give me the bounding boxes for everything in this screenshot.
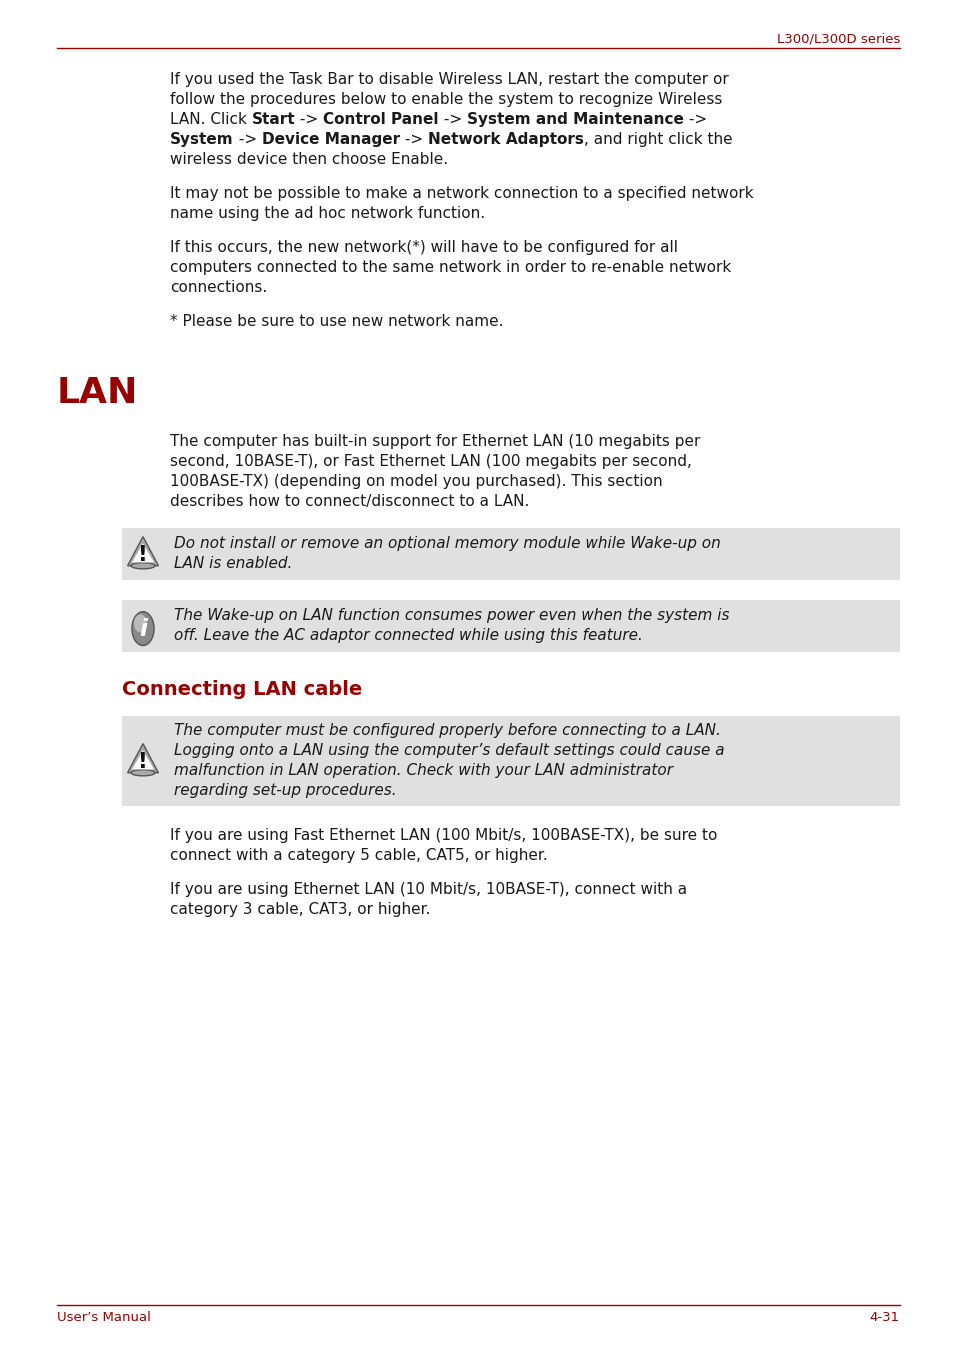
Text: name using the ad hoc network function.: name using the ad hoc network function. [170, 206, 485, 220]
Ellipse shape [131, 562, 154, 569]
Polygon shape [132, 544, 154, 562]
Text: ->: -> [233, 132, 261, 147]
Text: It may not be possible to make a network connection to a specified network: It may not be possible to make a network… [170, 187, 753, 201]
Text: 4-31: 4-31 [869, 1311, 899, 1324]
Text: ->: -> [399, 132, 427, 147]
Text: If you are using Fast Ethernet LAN (100 Mbit/s, 100BASE-TX), be sure to: If you are using Fast Ethernet LAN (100 … [170, 827, 717, 844]
Text: ->: -> [438, 112, 466, 127]
Text: Do not install or remove an optional memory module while Wake-up on: Do not install or remove an optional mem… [173, 535, 720, 552]
Text: malfunction in LAN operation. Check with your LAN administrator: malfunction in LAN operation. Check with… [173, 763, 672, 777]
Text: second, 10BASE-T), or Fast Ethernet LAN (100 megabits per second,: second, 10BASE-T), or Fast Ethernet LAN … [170, 454, 691, 469]
Ellipse shape [133, 614, 147, 633]
Text: i: i [139, 618, 147, 641]
Text: 100BASE-TX) (depending on model you purchased). This section: 100BASE-TX) (depending on model you purc… [170, 475, 662, 489]
Bar [122, 529, 899, 580]
Text: LAN: LAN [57, 376, 138, 410]
Bar [122, 600, 899, 652]
Text: L300/L300D series: L300/L300D series [776, 32, 899, 45]
Text: connect with a category 5 cable, CAT5, or higher.: connect with a category 5 cable, CAT5, o… [170, 848, 547, 863]
Text: If you are using Ethernet LAN (10 Mbit/s, 10BASE-T), connect with a: If you are using Ethernet LAN (10 Mbit/s… [170, 882, 686, 896]
Text: Connecting LAN cable: Connecting LAN cable [122, 680, 362, 699]
Text: Logging onto a LAN using the computer’s default settings could cause a: Logging onto a LAN using the computer’s … [173, 744, 724, 758]
Text: System and Maintenance: System and Maintenance [466, 112, 683, 127]
Text: * Please be sure to use new network name.: * Please be sure to use new network name… [170, 314, 503, 329]
Text: , and right click the: , and right click the [583, 132, 732, 147]
Text: LAN is enabled.: LAN is enabled. [173, 556, 292, 571]
Polygon shape [128, 537, 158, 565]
Text: ->: -> [295, 112, 323, 127]
Text: LAN. Click: LAN. Click [170, 112, 252, 127]
Text: The computer must be configured properly before connecting to a LAN.: The computer must be configured properly… [173, 723, 720, 738]
Text: Network Adaptors: Network Adaptors [427, 132, 583, 147]
Ellipse shape [131, 769, 154, 776]
Text: follow the procedures below to enable the system to recognize Wireless: follow the procedures below to enable th… [170, 92, 721, 107]
Text: connections.: connections. [170, 280, 267, 295]
Text: Control Panel: Control Panel [323, 112, 438, 127]
Text: !: ! [138, 545, 148, 565]
Text: The computer has built-in support for Ethernet LAN (10 megabits per: The computer has built-in support for Et… [170, 434, 700, 449]
Ellipse shape [132, 611, 153, 645]
Text: If this occurs, the new network(*) will have to be configured for all: If this occurs, the new network(*) will … [170, 241, 678, 256]
Text: User’s Manual: User’s Manual [57, 1311, 151, 1324]
Text: off. Leave the AC adaptor connected while using this feature.: off. Leave the AC adaptor connected whil… [173, 627, 642, 644]
Text: category 3 cable, CAT3, or higher.: category 3 cable, CAT3, or higher. [170, 902, 430, 917]
Text: ->: -> [683, 112, 706, 127]
Polygon shape [132, 750, 154, 769]
Text: If you used the Task Bar to disable Wireless LAN, restart the computer or: If you used the Task Bar to disable Wire… [170, 72, 728, 87]
Text: computers connected to the same network in order to re-enable network: computers connected to the same network … [170, 260, 731, 274]
Text: The Wake-up on LAN function consumes power even when the system is: The Wake-up on LAN function consumes pow… [173, 608, 729, 623]
Text: wireless device then choose Enable.: wireless device then choose Enable. [170, 151, 448, 168]
Text: regarding set-up procedures.: regarding set-up procedures. [173, 783, 396, 798]
Text: Device Manager: Device Manager [261, 132, 399, 147]
Text: !: ! [138, 753, 148, 772]
Bar [122, 717, 899, 806]
Text: describes how to connect/disconnect to a LAN.: describes how to connect/disconnect to a… [170, 493, 529, 508]
Text: System: System [170, 132, 233, 147]
Polygon shape [128, 744, 158, 773]
Text: Start: Start [252, 112, 295, 127]
